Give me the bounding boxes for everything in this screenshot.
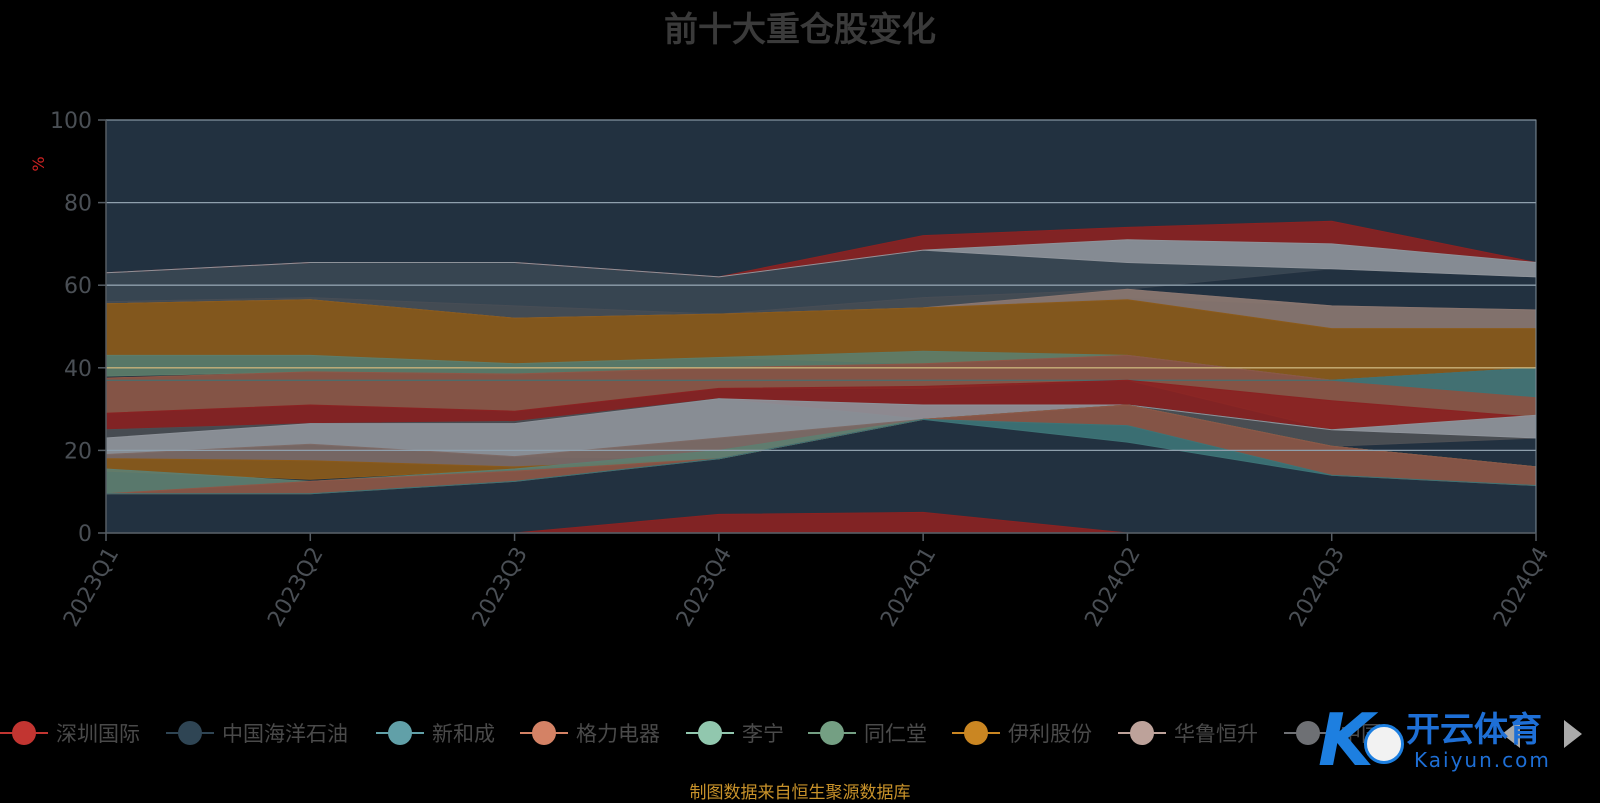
legend-item[interactable]: 中国海洋石油 bbox=[166, 715, 348, 751]
legend-label: 李宁 bbox=[742, 722, 784, 746]
legend-marker-icon bbox=[686, 720, 734, 746]
x-tick-label: 2024Q3 bbox=[1285, 543, 1350, 631]
legend-item[interactable]: 华鲁恒升 bbox=[1118, 715, 1258, 751]
legend-marker-icon bbox=[166, 720, 214, 746]
legend-marker-icon bbox=[520, 720, 568, 746]
legend-pager bbox=[1502, 718, 1598, 752]
legend-item[interactable]: 同仁堂 bbox=[808, 715, 927, 751]
x-tick-label: 2023Q1 bbox=[59, 543, 124, 631]
x-tick-label: 2024Q2 bbox=[1080, 543, 1145, 631]
chart-title: 前十大重仓股变化 bbox=[664, 10, 936, 50]
y-tick-label: 0 bbox=[78, 522, 92, 547]
legend-item[interactable]: 李宁 bbox=[686, 715, 784, 751]
y-tick-label: 80 bbox=[64, 192, 92, 217]
watermark-brand-en: Kaiyun.com bbox=[1414, 748, 1551, 772]
watermark-brand-cn: 开云体育 bbox=[1406, 710, 1542, 750]
legend-item[interactable]: 新和成 bbox=[376, 715, 495, 751]
legend-label: 中国海洋石油 bbox=[222, 722, 348, 746]
legend-marker-icon bbox=[952, 720, 1000, 746]
legend-label: 华鲁恒升 bbox=[1174, 722, 1258, 746]
legend-label: 伊利股份 bbox=[1008, 722, 1092, 746]
x-tick-label: 2023Q3 bbox=[468, 543, 533, 631]
legend-item[interactable]: 格力电器 bbox=[520, 715, 660, 751]
soccer-ball-icon bbox=[1364, 724, 1404, 764]
source-note: 制图数据来自恒生聚源数据库 bbox=[689, 783, 911, 803]
legend-label: 格力电器 bbox=[576, 722, 660, 746]
legend-marker-icon bbox=[808, 720, 856, 746]
legend-next-icon[interactable] bbox=[1564, 720, 1582, 748]
legend-label: 深圳国际 bbox=[56, 722, 140, 746]
legend-marker-icon bbox=[0, 720, 48, 746]
legend-item[interactable]: 深圳国际 bbox=[0, 715, 140, 751]
legend-prev-icon[interactable] bbox=[1502, 720, 1520, 748]
legend-marker-icon bbox=[376, 720, 424, 746]
x-tick-label: 2023Q2 bbox=[263, 543, 328, 631]
y-axis-label: % bbox=[29, 156, 48, 171]
x-tick-label: 2024Q1 bbox=[876, 543, 941, 631]
legend-label: 新和成 bbox=[432, 722, 495, 746]
legend-item[interactable]: 伊利股份 bbox=[952, 715, 1092, 751]
y-tick-label: 40 bbox=[64, 357, 92, 382]
legend-marker-icon bbox=[1118, 720, 1166, 746]
legend-marker-icon bbox=[1284, 720, 1332, 746]
x-tick-label: 2024Q4 bbox=[1489, 543, 1554, 631]
legend-label: 同仁堂 bbox=[864, 722, 927, 746]
y-tick-label: 60 bbox=[64, 274, 92, 299]
y-tick-label: 20 bbox=[64, 439, 92, 464]
y-tick-label: 100 bbox=[50, 109, 92, 134]
watermark-logo: K 开云体育 Kaiyun.com bbox=[1318, 700, 1600, 780]
legend: 深圳国际 中国海洋石油 新和成 格力电器 李宁 同仁堂 伊利股份 华鲁恒升 中国 bbox=[0, 715, 1600, 751]
x-tick-label: 2023Q4 bbox=[672, 543, 737, 631]
